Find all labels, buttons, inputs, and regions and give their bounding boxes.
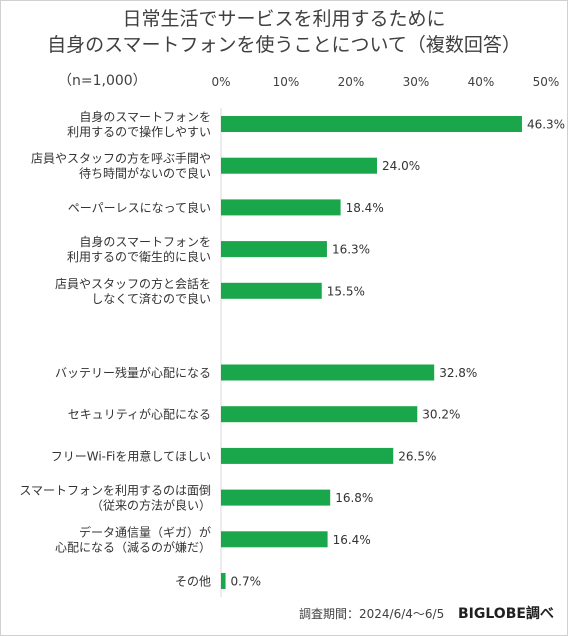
survey-period: 調査期間：2024/6/4〜6/5: [299, 607, 445, 621]
bar: [221, 199, 341, 216]
data-label: 26.5%: [398, 449, 436, 463]
category-label: 心配になる（減るのが嫌だ）: [55, 539, 211, 554]
chart-title-line-1: 日常生活でサービスを利用するために: [122, 8, 446, 30]
data-label: 16.8%: [335, 491, 373, 505]
bar: [221, 489, 331, 506]
data-label: 18.4%: [346, 201, 384, 215]
chart-title: 日常生活でサービスを利用するために 自身のスマートフォンを使うことについて（複数…: [0, 6, 568, 58]
bar: [221, 447, 394, 464]
bar: [221, 531, 328, 548]
bar: [221, 282, 322, 299]
sample-size-label: （n=1,000）: [58, 73, 147, 89]
data-label: 46.3%: [527, 118, 565, 132]
category-label: バッテリー残量が心配になる: [55, 365, 211, 380]
x-tick-label: 20%: [338, 75, 365, 89]
x-tick-label: 40%: [468, 75, 495, 89]
category-label: フリーWi-Fiを用意してほしい: [51, 448, 211, 463]
category-label: 自身のスマートフォンを: [79, 234, 211, 249]
source-brand: BIGLOBE調べ: [458, 606, 554, 622]
bar: [221, 573, 226, 589]
category-label: しなくて済むので良い: [91, 291, 211, 306]
category-label: 自身のスマートフォンを: [79, 109, 211, 124]
data-label: 32.8%: [439, 366, 477, 380]
data-label: 30.2%: [422, 408, 460, 422]
category-label: セキュリティが心配になる: [68, 407, 211, 422]
category-label: （従来の方法が良い）: [91, 498, 211, 513]
category-label: スマートフォンを利用するのは面倒: [19, 484, 211, 498]
chart-title-line-2: 自身のスマートフォンを使うことについて（複数回答）: [47, 34, 521, 56]
category-label: 利用するので衛生的に良い: [67, 249, 211, 264]
data-label: 24.0%: [382, 159, 420, 173]
data-label: 16.4%: [333, 533, 371, 547]
bar: [221, 406, 418, 423]
data-label: 0.7%: [231, 575, 261, 589]
bar: [221, 116, 522, 132]
category-label: その他: [175, 575, 211, 589]
category-label: ペーパーレスになって良い: [68, 200, 211, 215]
bar: [221, 157, 377, 174]
x-tick-label: 50%: [533, 75, 560, 89]
x-tick-label: 0%: [211, 75, 230, 89]
category-label: 店員やスタッフの方を呼ぶ手間や: [31, 151, 211, 166]
x-tick-label: 10%: [273, 75, 300, 89]
data-label: 16.3%: [332, 243, 370, 257]
category-label: 待ち時間がないので良い: [79, 166, 211, 181]
data-label: 15.5%: [327, 284, 365, 298]
category-label: 利用するので操作しやすい: [67, 124, 211, 139]
x-tick-label: 30%: [403, 75, 430, 89]
category-label: 店員やスタッフの方と会話を: [55, 276, 211, 291]
category-label: データ通信量（ギガ）が: [79, 524, 211, 539]
bar: [221, 364, 435, 381]
bar: [221, 241, 327, 258]
